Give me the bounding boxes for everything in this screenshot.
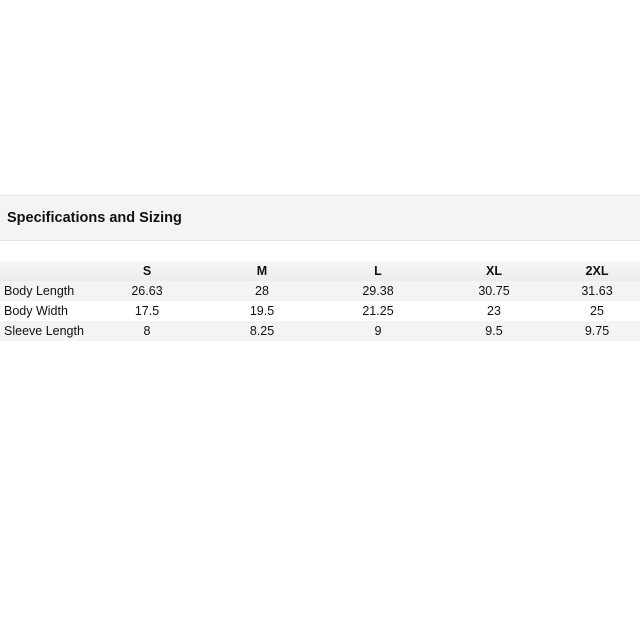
size-header: L	[322, 261, 434, 281]
cell: 9	[322, 321, 434, 341]
cell: 29.38	[322, 281, 434, 301]
cell: 31.63	[554, 281, 640, 301]
size-chart-table: S M L XL 2XL Body Length 26.63 28 29.38 …	[0, 261, 640, 341]
cell: 28	[202, 281, 322, 301]
cell: 8	[92, 321, 202, 341]
size-header: 2XL	[554, 261, 640, 281]
cell: 9.5	[434, 321, 554, 341]
size-header: S	[92, 261, 202, 281]
section-header: Specifications and Sizing	[0, 195, 640, 241]
cell: 25	[590, 304, 604, 318]
table-row: Sleeve Length 8 8.25 9 9.5 9.75	[0, 321, 640, 341]
section-title: Specifications and Sizing	[7, 210, 182, 226]
table-header-row: S M L XL 2XL	[0, 261, 640, 281]
cell: 26.63	[92, 281, 202, 301]
size-header: XL	[434, 261, 554, 281]
cell: 21.25	[362, 304, 394, 318]
table-row: Body Width 17.5 19.5 21.25 23 25	[0, 301, 640, 321]
row-label: Body Width	[4, 304, 68, 318]
table-row: Body Length 26.63 28 29.38 30.75 31.63	[0, 281, 640, 301]
cell: 30.75	[434, 281, 554, 301]
cell: 17.5	[134, 304, 160, 318]
cell: 8.25	[202, 321, 322, 341]
cell: 19.5	[249, 304, 275, 318]
row-label: Sleeve Length	[0, 321, 92, 341]
cell: 23	[487, 304, 501, 318]
row-label: Body Length	[0, 281, 92, 301]
cell: 9.75	[554, 321, 640, 341]
corner-cell	[0, 261, 92, 281]
size-header: M	[202, 261, 322, 281]
